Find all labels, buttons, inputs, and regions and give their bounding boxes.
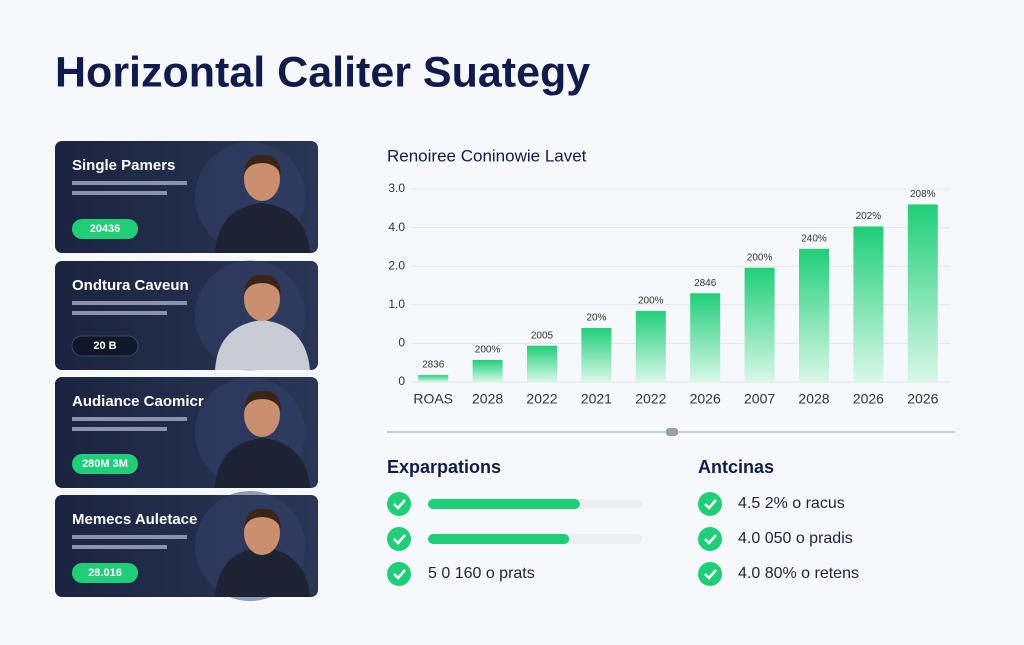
badge-text: 20 B <box>93 340 116 352</box>
card-title: Single Pamers <box>72 157 175 174</box>
slider-knob[interactable] <box>666 428 678 436</box>
card-subtext <box>72 535 187 539</box>
check-mark <box>393 569 406 580</box>
expectation-text: 5 0 160 o prats <box>428 565 535 582</box>
x-tick-label: 2022 <box>635 391 666 407</box>
check-mark <box>704 534 717 545</box>
person-hair <box>244 154 281 175</box>
card-title: Memecs Auletace <box>72 511 197 528</box>
x-tick-label: 2021 <box>581 391 612 407</box>
badge <box>72 563 138 583</box>
card-subtext <box>72 181 187 185</box>
person-hair <box>244 508 281 529</box>
check-icon <box>387 527 411 551</box>
person-body <box>215 547 310 597</box>
x-tick-label: 2028 <box>472 391 503 407</box>
check-mark <box>393 534 406 545</box>
section-title: Exparpations <box>387 457 501 477</box>
bar-annotation: 2005 <box>531 330 554 341</box>
check-icon <box>698 562 722 586</box>
bar-annotation: 200% <box>747 252 773 263</box>
check-mark <box>393 499 406 510</box>
badge-text: 280M 3M <box>82 458 128 470</box>
bar <box>418 375 449 382</box>
badge-text: 28.016 <box>88 567 122 579</box>
bar <box>690 293 721 382</box>
person-body <box>215 438 310 488</box>
y-tick-label: 2.0 <box>388 258 405 272</box>
x-tick-label: ROAS <box>413 391 453 407</box>
badge-text: 20436 <box>90 223 121 235</box>
chart-title: Renoiree Coninowie Lavet <box>387 146 587 165</box>
card-subtext <box>72 311 167 315</box>
person-head <box>244 393 280 437</box>
bar <box>581 327 612 382</box>
progress-bar <box>428 534 570 544</box>
bar <box>907 204 938 382</box>
metric-text: 4.5 2% o racus <box>738 495 845 512</box>
bar <box>527 345 557 382</box>
badge <box>71 335 139 357</box>
y-tick-label: 1.0 <box>388 297 405 311</box>
bar <box>472 359 503 382</box>
bar <box>799 248 829 382</box>
y-tick-label: 4.0 <box>388 220 405 234</box>
x-tick-label: 2028 <box>798 391 829 407</box>
card-subtext <box>72 301 187 305</box>
bar-annotation: 20% <box>586 313 606 324</box>
person-hair <box>244 390 281 411</box>
check-mark <box>704 569 717 580</box>
bar-annotation: 200% <box>638 296 664 307</box>
check-icon <box>387 562 411 586</box>
bar-annotation: 202% <box>856 211 882 222</box>
page-title: Horizontal Caliter Suategy <box>55 48 590 96</box>
y-tick-label: 0 <box>398 374 405 388</box>
check-mark <box>704 499 717 510</box>
person-head <box>244 511 280 555</box>
person-head <box>244 157 280 201</box>
card-subtext <box>72 417 187 421</box>
bar-annotation: 2836 <box>422 360 445 371</box>
check-icon <box>698 527 722 551</box>
y-tick-label: 3.0 <box>388 181 405 195</box>
bar-annotation: 2846 <box>694 278 717 289</box>
card-title: Audiance Caomicr <box>72 393 204 410</box>
card-subtext <box>72 427 167 431</box>
person-body <box>215 203 310 253</box>
x-tick-label: 2022 <box>526 391 557 407</box>
check-icon <box>698 492 722 516</box>
badge <box>72 219 138 239</box>
metric-text: 4.0 80% o retens <box>738 565 859 582</box>
badge <box>72 454 138 474</box>
section-title: Antcinas <box>698 457 774 477</box>
x-tick-label: 2026 <box>853 391 884 407</box>
x-tick-label: 2026 <box>907 391 938 407</box>
person-hair <box>244 274 281 295</box>
person-body <box>215 320 310 370</box>
card-subtext <box>72 545 167 549</box>
check-icon <box>387 492 411 516</box>
card-subtext <box>72 191 167 195</box>
y-tick-label: 0 <box>398 336 405 350</box>
x-tick-label: 2007 <box>744 391 775 407</box>
bar-annotation: 200% <box>475 345 501 356</box>
progress-bar <box>428 499 580 509</box>
bar <box>853 226 884 382</box>
bar-annotation: 240% <box>801 233 827 244</box>
bar <box>744 267 775 382</box>
bar-annotation: 208% <box>910 189 936 200</box>
bar <box>635 310 666 382</box>
metric-text: 4.0 050 o pradis <box>738 530 853 547</box>
x-tick-label: 2026 <box>690 391 721 407</box>
person-head <box>244 277 280 321</box>
card-title: Ondtura Caveun <box>72 277 189 294</box>
